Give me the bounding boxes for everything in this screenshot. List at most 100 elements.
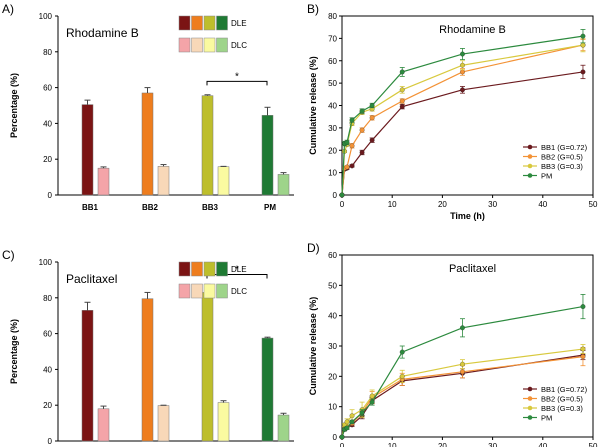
panel-b-legend-label-PM: PM: [541, 172, 552, 181]
panel-d-line-chart: 010203040500102030405060D)PaclitaxelTime…: [307, 241, 598, 447]
panel-b-legend-marker-BB3: [527, 163, 533, 169]
panel-a-legend-label-dle: DLE: [231, 19, 247, 28]
panel-a-y-tick-label: 100: [39, 12, 53, 21]
panel-b-point-BB1: [369, 137, 375, 143]
panel-d-point-BB2: [580, 354, 586, 360]
panel-d-y-tick-label: 20: [328, 372, 337, 381]
panel-c-y-tick-label: 20: [43, 401, 52, 410]
panel-c-title: Paclitaxel: [66, 272, 117, 286]
panel-a-significance-bracket: [206, 80, 268, 86]
panel-c-y-tick-label: 60: [43, 330, 52, 339]
panel-d-legend-label-BB1: BB1 (G=0.72): [541, 385, 588, 394]
panel-d-legend-label-BB2: BB2 (G=0.5): [541, 395, 583, 404]
panel-c-y-axis-label: Percentage (%): [9, 319, 19, 384]
panel-b-panel-letter: B): [307, 2, 319, 16]
panel-b-point-BB2: [349, 143, 355, 149]
panel-a-x-tick-label-PM: PM: [264, 203, 276, 212]
panel-a-y-tick-label: 20: [43, 155, 52, 164]
panel-c-bar-BB3-dle: [201, 292, 214, 442]
panel-b-x-tick-label: 30: [488, 200, 497, 209]
panel-a-bar-BB3-dlc: [217, 166, 230, 196]
panel-c-bar-BB1-dle: [81, 310, 94, 442]
panel-b-x-tick-label: 50: [589, 200, 598, 209]
panel-d-legend-label-BB3: BB3 (G=0.3): [541, 404, 583, 413]
panel-d-legend-label-PM: PM: [541, 414, 552, 423]
panel-d-x-tick-label: 30: [488, 442, 497, 447]
panel-b-y-tick-label: 10: [328, 169, 337, 178]
panel-a-legend-swatch-BB1-dle: [178, 15, 191, 31]
panel-b-x-axis-label: Time (h): [450, 211, 485, 221]
panel-a-bar-BB2-dle: [141, 92, 154, 196]
panel-c-bar-PM-dlc: [277, 414, 290, 442]
panel-c-significance-bracket: [206, 274, 268, 279]
panel-a-y-tick-label: 80: [43, 48, 52, 57]
panel-d-x-tick-label: 10: [388, 442, 397, 447]
panel-c-bar-PM-dle: [261, 337, 274, 442]
panel-c-y-tick-label: 80: [43, 294, 52, 303]
panel-b-legend-marker-PM: [527, 173, 533, 178]
panel-d-legend-marker-BB3: [527, 405, 533, 411]
panel-b-x-tick-label: 10: [388, 200, 397, 209]
panel-d-point-PM: [359, 410, 365, 416]
panel-b-point-PM: [349, 117, 355, 123]
panel-b-point-PM: [580, 33, 586, 39]
panel-a-legend-label-dlc: DLC: [231, 41, 247, 50]
panel-a-bar-PM-dle: [261, 115, 274, 196]
panel-a-legend-swatch-BB2-dle: [191, 15, 203, 31]
panel-a-y-tick-label: 60: [43, 84, 52, 93]
panel-a-legend-swatch-PM-dle: [216, 15, 228, 31]
panel-c-y-tick-label: 40: [43, 365, 52, 374]
panel-c-panel-letter: C): [2, 248, 15, 262]
panel-b-point-PM: [460, 51, 465, 57]
panel-b-legend-marker-BB1: [527, 144, 533, 150]
panel-a-legend-swatch-BB1-dlc: [178, 37, 191, 53]
panel-b-point-BB1: [460, 87, 465, 93]
panel-d-y-tick-label: 50: [328, 281, 337, 290]
panel-a-legend-swatch-BB2-dlc: [191, 37, 203, 53]
panel-c-legend-swatch-BB1-dlc: [178, 283, 191, 299]
panel-b-point-BB3: [460, 62, 465, 68]
panel-a-y-axis-label: Percentage (%): [9, 73, 19, 138]
panel-c-bar-BB2-dlc: [157, 405, 170, 442]
panel-d-x-tick-label: 0: [340, 442, 345, 447]
panel-d-point-PM: [339, 434, 345, 440]
panel-c-legend-swatch-BB2-dle: [191, 261, 203, 277]
panel-c-bar-BB3-dlc: [217, 402, 230, 442]
panel-d-y-axis-label: Cumulative release (%): [308, 297, 318, 396]
panel-b-legend-label-BB2: BB2 (G=0.5): [541, 153, 583, 162]
panel-b-point-BB2: [359, 127, 365, 133]
panel-a-y-tick-label: 0: [48, 191, 53, 200]
panel-a-x-tick-label-BB1: BB1: [82, 203, 99, 212]
panel-b-point-PM: [344, 139, 350, 145]
panel-b-x-tick-label: 20: [438, 200, 447, 209]
panel-d-point-PM: [344, 425, 350, 431]
panel-c-legend-swatch-BB1-dle: [178, 261, 191, 277]
panel-c-legend-label-dlc: DLC: [231, 287, 247, 296]
panel-b-legend-marker-BB2: [527, 154, 533, 159]
panel-b-title: Rhodamine B: [439, 24, 506, 36]
panel-a-x-tick-label-BB2: BB2: [142, 203, 159, 212]
panel-d-point-PM: [460, 325, 465, 331]
panel-d-point-PM: [369, 399, 375, 405]
panel-d-x-tick-label: 40: [538, 442, 547, 447]
panel-d-y-tick-label: 10: [328, 403, 337, 412]
panel-d-legend-marker-BB2: [527, 396, 533, 401]
panel-a-legend-swatch-BB3-dle: [203, 15, 216, 31]
panel-b-point-BB1: [349, 163, 355, 169]
panel-a-bar-BB1-dle: [81, 104, 94, 196]
panel-a-legend-swatch-BB3-dlc: [203, 37, 216, 53]
panel-c-legend-swatch-BB3-dlc: [203, 283, 216, 299]
panel-a-significance-star: *: [235, 71, 239, 82]
panel-c-legend-swatch-PM-dle: [216, 261, 228, 277]
panel-d-point-BB3: [349, 413, 355, 419]
panel-b-point-BB1: [359, 150, 365, 155]
panel-b-x-tick-label: 0: [340, 200, 345, 209]
panel-d-point-BB3: [399, 373, 405, 379]
panel-a-bar-BB2-dlc: [157, 166, 170, 196]
panel-a-bar-PM-dlc: [277, 174, 290, 196]
panel-b-point-BB1: [399, 104, 405, 110]
panel-d-point-PM: [349, 419, 355, 425]
